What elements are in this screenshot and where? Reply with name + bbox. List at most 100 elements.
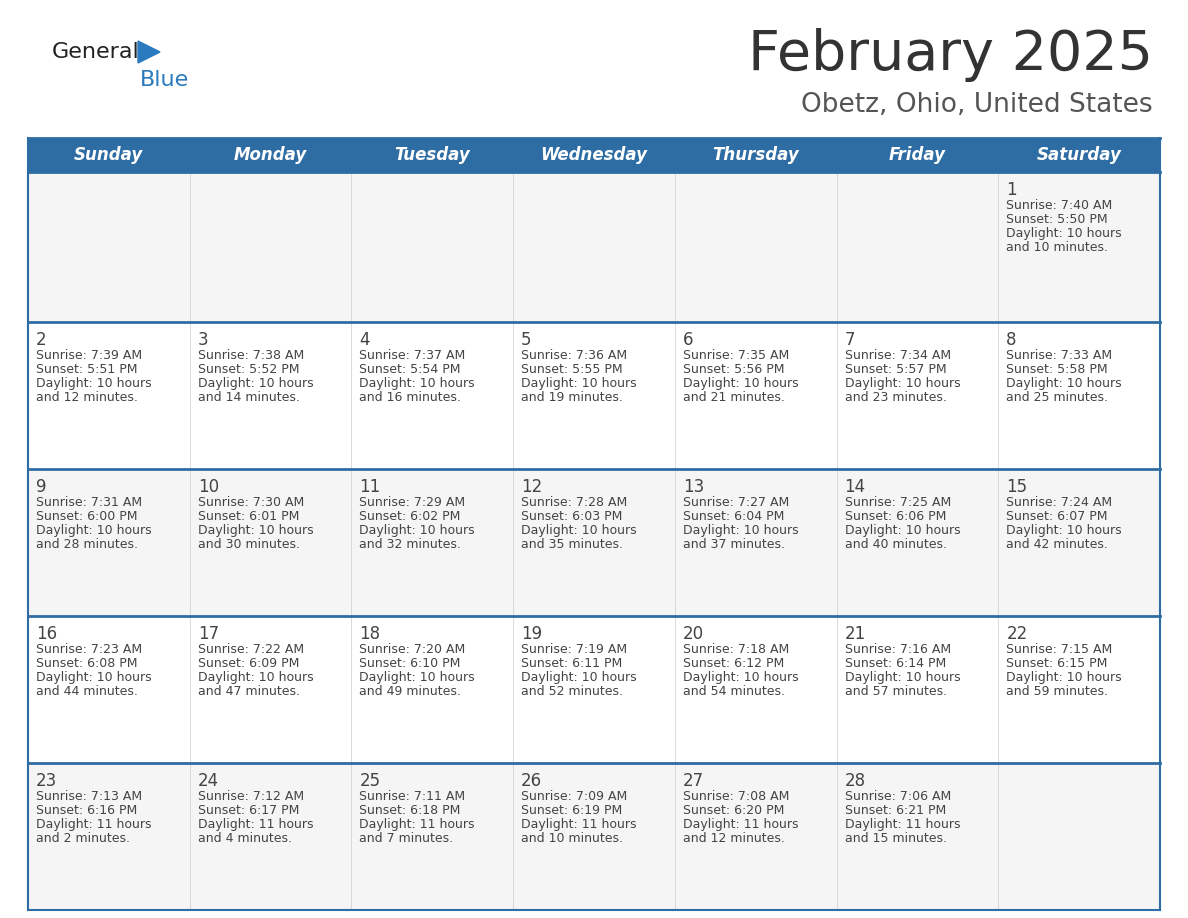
Text: Sunrise: 7:06 AM: Sunrise: 7:06 AM	[845, 790, 950, 803]
Text: and 32 minutes.: and 32 minutes.	[360, 538, 461, 551]
Bar	[29, 322, 190, 469]
Text: Daylight: 10 hours: Daylight: 10 hours	[683, 671, 798, 684]
Text: Daylight: 10 hours: Daylight: 10 hours	[360, 671, 475, 684]
Text: 11: 11	[360, 478, 380, 496]
Text: Sunset: 6:06 PM: Sunset: 6:06 PM	[845, 510, 946, 523]
Text: and 10 minutes.: and 10 minutes.	[522, 832, 624, 845]
Text: Sunrise: 7:37 AM: Sunrise: 7:37 AM	[360, 349, 466, 362]
Text: Sunrise: 7:27 AM: Sunrise: 7:27 AM	[683, 496, 789, 509]
Text: and 44 minutes.: and 44 minutes.	[36, 685, 138, 698]
Text: and 57 minutes.: and 57 minutes.	[845, 685, 947, 698]
Text: 5: 5	[522, 331, 532, 349]
Text: 2: 2	[36, 331, 46, 349]
Bar	[190, 469, 352, 616]
Bar	[675, 322, 836, 469]
Text: Daylight: 10 hours: Daylight: 10 hours	[1006, 524, 1121, 537]
Text: 27: 27	[683, 772, 704, 790]
Text: Daylight: 10 hours: Daylight: 10 hours	[1006, 377, 1121, 390]
Text: Sunrise: 7:11 AM: Sunrise: 7:11 AM	[360, 790, 466, 803]
Text: Daylight: 10 hours: Daylight: 10 hours	[522, 671, 637, 684]
Bar	[29, 172, 190, 322]
Bar	[836, 469, 998, 616]
Text: and 52 minutes.: and 52 minutes.	[522, 685, 624, 698]
Bar	[29, 763, 190, 910]
Text: Sunset: 5:54 PM: Sunset: 5:54 PM	[360, 363, 461, 376]
Text: Daylight: 10 hours: Daylight: 10 hours	[197, 524, 314, 537]
Text: Monday: Monday	[234, 146, 308, 164]
Text: Sunset: 5:55 PM: Sunset: 5:55 PM	[522, 363, 623, 376]
Text: Sunset: 5:50 PM: Sunset: 5:50 PM	[1006, 213, 1108, 226]
Text: 1: 1	[1006, 181, 1017, 199]
Bar	[513, 172, 675, 322]
Bar	[675, 616, 836, 763]
Text: and 21 minutes.: and 21 minutes.	[683, 391, 785, 404]
Text: and 7 minutes.: and 7 minutes.	[360, 832, 454, 845]
Text: Daylight: 10 hours: Daylight: 10 hours	[845, 671, 960, 684]
Text: Sunrise: 7:20 AM: Sunrise: 7:20 AM	[360, 643, 466, 656]
Text: 8: 8	[1006, 331, 1017, 349]
Text: Daylight: 10 hours: Daylight: 10 hours	[36, 671, 152, 684]
Text: 3: 3	[197, 331, 208, 349]
Text: Sunset: 5:51 PM: Sunset: 5:51 PM	[36, 363, 138, 376]
Text: Daylight: 10 hours: Daylight: 10 hours	[845, 524, 960, 537]
Text: 10: 10	[197, 478, 219, 496]
Text: Sunset: 6:15 PM: Sunset: 6:15 PM	[1006, 657, 1107, 670]
Text: Sunrise: 7:30 AM: Sunrise: 7:30 AM	[197, 496, 304, 509]
Text: 26: 26	[522, 772, 542, 790]
Text: and 42 minutes.: and 42 minutes.	[1006, 538, 1108, 551]
Text: Sunrise: 7:16 AM: Sunrise: 7:16 AM	[845, 643, 950, 656]
Bar	[29, 138, 1159, 172]
Text: Sunset: 6:11 PM: Sunset: 6:11 PM	[522, 657, 623, 670]
Text: Sunset: 6:04 PM: Sunset: 6:04 PM	[683, 510, 784, 523]
Bar	[513, 469, 675, 616]
Text: Sunset: 6:01 PM: Sunset: 6:01 PM	[197, 510, 299, 523]
Text: Sunset: 6:02 PM: Sunset: 6:02 PM	[360, 510, 461, 523]
Text: and 47 minutes.: and 47 minutes.	[197, 685, 299, 698]
Polygon shape	[138, 41, 160, 63]
Text: Daylight: 10 hours: Daylight: 10 hours	[683, 524, 798, 537]
Text: Sunday: Sunday	[74, 146, 144, 164]
Text: 17: 17	[197, 625, 219, 643]
Text: and 30 minutes.: and 30 minutes.	[197, 538, 299, 551]
Text: Sunset: 6:18 PM: Sunset: 6:18 PM	[360, 804, 461, 817]
Text: and 40 minutes.: and 40 minutes.	[845, 538, 947, 551]
Text: Sunrise: 7:33 AM: Sunrise: 7:33 AM	[1006, 349, 1112, 362]
Bar	[836, 616, 998, 763]
Text: 7: 7	[845, 331, 855, 349]
Text: Daylight: 10 hours: Daylight: 10 hours	[522, 524, 637, 537]
Text: Sunset: 5:57 PM: Sunset: 5:57 PM	[845, 363, 946, 376]
Text: Sunset: 6:12 PM: Sunset: 6:12 PM	[683, 657, 784, 670]
Text: 18: 18	[360, 625, 380, 643]
Text: Daylight: 10 hours: Daylight: 10 hours	[197, 671, 314, 684]
Text: Sunrise: 7:28 AM: Sunrise: 7:28 AM	[522, 496, 627, 509]
Bar	[998, 322, 1159, 469]
Bar	[190, 763, 352, 910]
Text: Sunrise: 7:29 AM: Sunrise: 7:29 AM	[360, 496, 466, 509]
Bar	[352, 616, 513, 763]
Text: General: General	[52, 42, 140, 62]
Text: and 14 minutes.: and 14 minutes.	[197, 391, 299, 404]
Text: and 15 minutes.: and 15 minutes.	[845, 832, 947, 845]
Text: Sunset: 5:58 PM: Sunset: 5:58 PM	[1006, 363, 1108, 376]
Text: Sunset: 6:14 PM: Sunset: 6:14 PM	[845, 657, 946, 670]
Text: and 12 minutes.: and 12 minutes.	[683, 832, 785, 845]
Bar	[998, 616, 1159, 763]
Text: 21: 21	[845, 625, 866, 643]
Bar	[190, 616, 352, 763]
Text: Sunrise: 7:08 AM: Sunrise: 7:08 AM	[683, 790, 789, 803]
Text: and 23 minutes.: and 23 minutes.	[845, 391, 947, 404]
Text: and 28 minutes.: and 28 minutes.	[36, 538, 138, 551]
Text: Daylight: 11 hours: Daylight: 11 hours	[522, 818, 637, 831]
Text: 15: 15	[1006, 478, 1028, 496]
Text: 16: 16	[36, 625, 57, 643]
Text: and 4 minutes.: and 4 minutes.	[197, 832, 292, 845]
Text: Sunrise: 7:36 AM: Sunrise: 7:36 AM	[522, 349, 627, 362]
Text: Sunset: 6:17 PM: Sunset: 6:17 PM	[197, 804, 299, 817]
Bar	[29, 469, 190, 616]
Bar	[675, 469, 836, 616]
Text: Wednesday: Wednesday	[541, 146, 647, 164]
Text: Sunset: 6:07 PM: Sunset: 6:07 PM	[1006, 510, 1107, 523]
Text: 22: 22	[1006, 625, 1028, 643]
Bar	[190, 172, 352, 322]
Bar	[513, 763, 675, 910]
